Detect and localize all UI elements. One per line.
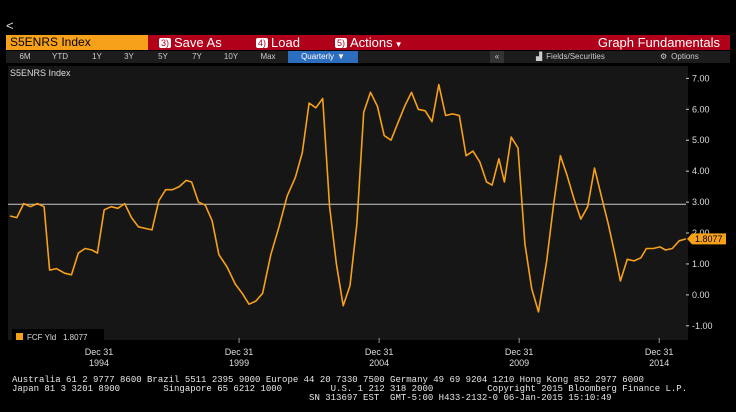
current-value-text: 1.8077	[695, 234, 723, 244]
tab-max[interactable]: Max	[260, 52, 276, 61]
y-tick-label: -1.00	[692, 321, 713, 331]
save-as-button[interactable]: 3) Save As	[159, 35, 222, 50]
y-tick-label: 0.00	[692, 290, 710, 300]
x-tick-label: Dec 31	[505, 347, 534, 357]
x-tick-label: Dec 31	[85, 347, 114, 357]
legend-entry-name: FCF Yld	[27, 333, 56, 342]
y-tick-label: 7.00	[692, 73, 710, 83]
options-button[interactable]: ⚙ Options	[660, 51, 699, 63]
page-title: Graph Fundamentals	[597, 35, 720, 50]
x-tick-label-year: 2009	[509, 358, 529, 368]
back-icon[interactable]: <	[6, 18, 14, 33]
legend: FCF Yld 1.8077	[12, 329, 104, 344]
tab-10y[interactable]: 10Y	[223, 52, 239, 61]
x-tick-label: Dec 31	[365, 347, 394, 357]
chart-title: S5ENRS Index	[10, 68, 71, 78]
tab-7y[interactable]: 7Y	[192, 52, 202, 61]
x-tick-label-year: 2014	[649, 358, 669, 368]
chevron-down-icon: ▼	[336, 52, 345, 61]
legend-swatch	[16, 333, 23, 340]
fields-securities-label: Fields/Securities	[546, 52, 605, 61]
y-tick-label: 2.00	[692, 228, 710, 238]
tab-ytd[interactable]: YTD	[52, 52, 68, 61]
options-label: Options	[671, 52, 699, 61]
load-number: 4)	[256, 38, 269, 48]
fundamentals-chart[interactable]: S5ENRS Index 7.00 6.00 5.00 4.00 3.00 2.00 1.0…	[6, 64, 730, 369]
footer: Australia 61 2 9777 8600 Brazil 5511 239…	[12, 367, 687, 412]
footer-line-1: Australia 61 2 9777 8600 Brazil 5511 239…	[12, 375, 644, 385]
y-tick-label: 1.00	[692, 259, 710, 269]
period-tabs: 6M YTD 1Y 3Y 5Y 7Y 10Y Max Quarterly ▼ « …	[6, 51, 730, 63]
y-tick-label: 4.00	[692, 166, 710, 176]
tab-1y[interactable]: 1Y	[92, 52, 102, 61]
legend-entry-value: 1.8077	[63, 333, 88, 342]
actions-button[interactable]: 5) Actions ▼	[335, 35, 403, 50]
x-tick-label: Dec 31	[645, 347, 674, 357]
command-bar: S5ENRS Index 3) Save As 4) Load 5) Actions ▼…	[6, 35, 730, 50]
x-tick-label-year: 1999	[229, 358, 249, 368]
x-tick-label-year: 1994	[89, 358, 109, 368]
frequency-select[interactable]: Quarterly ▼	[288, 51, 358, 63]
ticker-field[interactable]: S5ENRS Index	[6, 35, 148, 50]
x-tick-label-year: 2004	[369, 358, 389, 368]
series-line-fcf-yld	[9, 83, 687, 313]
actions-number: 5)	[335, 38, 348, 48]
chart-area: S5ENRS Index 7.00 6.00 5.00 4.00 3.00 2.00 1.0…	[6, 64, 730, 369]
gear-icon: ⚙	[660, 52, 668, 61]
chart-icon: ▟	[536, 52, 543, 61]
current-value-box	[692, 233, 726, 245]
load-label: Load	[271, 35, 300, 50]
footer-line-3: SN 313697 EST GMT-5:00 H433-2132-0 06-Ja…	[12, 393, 612, 403]
footer-line-2: Japan 81 3 3201 8900 Singapore 65 6212 1…	[12, 384, 688, 394]
current-value-label: 1.8077	[687, 233, 726, 245]
y-tick-label: 3.00	[692, 197, 710, 207]
tab-5y[interactable]: 5Y	[158, 52, 168, 61]
frequency-label: Quarterly	[301, 52, 334, 61]
save-as-number: 3)	[159, 38, 172, 48]
y-tick-label: 6.00	[692, 104, 710, 114]
legend-box	[12, 329, 104, 344]
tab-6m[interactable]: 6M	[19, 52, 31, 61]
actions-label: Actions	[350, 35, 393, 50]
collapse-icon[interactable]: «	[490, 51, 504, 63]
tab-3y[interactable]: 3Y	[124, 52, 134, 61]
save-as-label: Save As	[174, 35, 222, 50]
plot-bg	[8, 66, 688, 340]
y-tick-label: 5.00	[692, 135, 710, 145]
load-button[interactable]: 4) Load	[256, 35, 300, 50]
x-tick-label: Dec 31	[225, 347, 254, 357]
chevron-down-icon: ▼	[394, 40, 403, 49]
fields-securities-button[interactable]: ▟ Fields/Securities	[536, 51, 605, 63]
current-value-marker	[687, 233, 692, 245]
